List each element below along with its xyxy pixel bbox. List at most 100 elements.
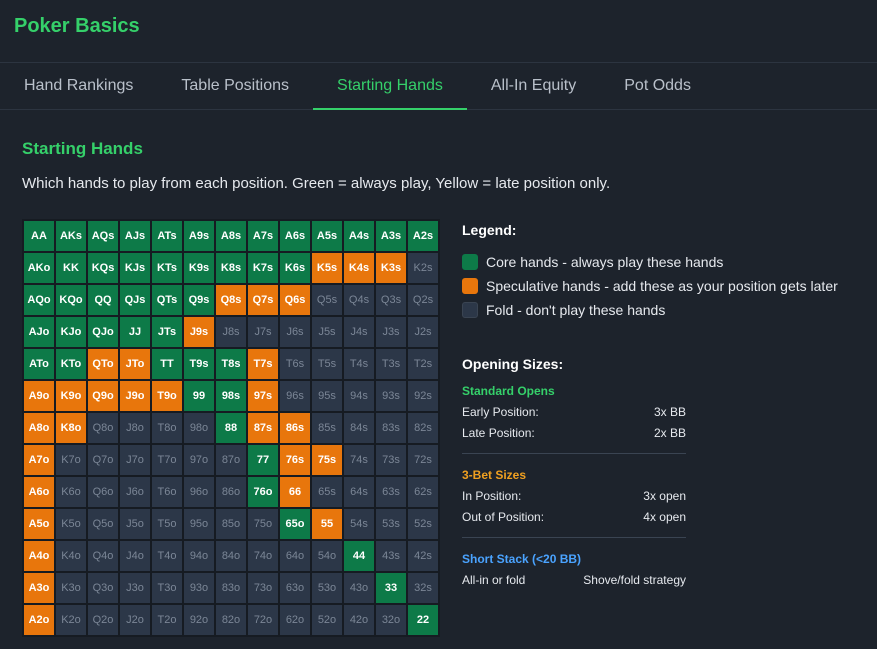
hand-cell-77[interactable]: 77 xyxy=(247,444,279,476)
hand-cell-k5o[interactable]: K5o xyxy=(55,508,87,540)
hand-cell-qjs[interactable]: QJs xyxy=(119,284,151,316)
hand-cell-83o[interactable]: 83o xyxy=(215,572,247,604)
hand-cell-j7o[interactable]: J7o xyxy=(119,444,151,476)
hand-cell-t4s[interactable]: T4s xyxy=(343,348,375,380)
hand-cell-kjo[interactable]: KJo xyxy=(55,316,87,348)
hand-cell-kto[interactable]: KTo xyxy=(55,348,87,380)
hand-cell-j2o[interactable]: J2o xyxy=(119,604,151,636)
hand-cell-a4s[interactable]: A4s xyxy=(343,220,375,252)
hand-cell-53s[interactable]: 53s xyxy=(375,508,407,540)
hand-cell-a7s[interactable]: A7s xyxy=(247,220,279,252)
hand-cell-k4o[interactable]: K4o xyxy=(55,540,87,572)
hand-cell-64s[interactable]: 64s xyxy=(343,476,375,508)
hand-cell-k9s[interactable]: K9s xyxy=(183,252,215,284)
hand-cell-k2o[interactable]: K2o xyxy=(55,604,87,636)
hand-cell-88[interactable]: 88 xyxy=(215,412,247,444)
hand-cell-a8o[interactable]: A8o xyxy=(23,412,55,444)
hand-cell-94s[interactable]: 94s xyxy=(343,380,375,412)
hand-cell-a3o[interactable]: A3o xyxy=(23,572,55,604)
hand-cell-96o[interactable]: 96o xyxy=(183,476,215,508)
hand-cell-q9o[interactable]: Q9o xyxy=(87,380,119,412)
hand-cell-73o[interactable]: 73o xyxy=(247,572,279,604)
hand-cell-kts[interactable]: KTs xyxy=(151,252,183,284)
hand-cell-87s[interactable]: 87s xyxy=(247,412,279,444)
hand-cell-84s[interactable]: 84s xyxy=(343,412,375,444)
hand-cell-64o[interactable]: 64o xyxy=(279,540,311,572)
hand-cell-jts[interactable]: JTs xyxy=(151,316,183,348)
hand-cell-a5o[interactable]: A5o xyxy=(23,508,55,540)
hand-cell-42s[interactable]: 42s xyxy=(407,540,439,572)
hand-cell-52s[interactable]: 52s xyxy=(407,508,439,540)
hand-cell-85s[interactable]: 85s xyxy=(311,412,343,444)
hand-cell-87o[interactable]: 87o xyxy=(215,444,247,476)
hand-cell-63s[interactable]: 63s xyxy=(375,476,407,508)
hand-cell-j9s[interactable]: J9s xyxy=(183,316,215,348)
hand-cell-86o[interactable]: 86o xyxy=(215,476,247,508)
hand-cell-j2s[interactable]: J2s xyxy=(407,316,439,348)
hand-cell-qto[interactable]: QTo xyxy=(87,348,119,380)
hand-cell-tt[interactable]: TT xyxy=(151,348,183,380)
hand-cell-j6o[interactable]: J6o xyxy=(119,476,151,508)
hand-cell-q8s[interactable]: Q8s xyxy=(215,284,247,316)
hand-cell-72s[interactable]: 72s xyxy=(407,444,439,476)
hand-cell-j8s[interactable]: J8s xyxy=(215,316,247,348)
hand-cell-q6o[interactable]: Q6o xyxy=(87,476,119,508)
hand-cell-qts[interactable]: QTs xyxy=(151,284,183,316)
hand-cell-q4s[interactable]: Q4s xyxy=(343,284,375,316)
hand-cell-97o[interactable]: 97o xyxy=(183,444,215,476)
hand-cell-q6s[interactable]: Q6s xyxy=(279,284,311,316)
hand-cell-95o[interactable]: 95o xyxy=(183,508,215,540)
hand-cell-aa[interactable]: AA xyxy=(23,220,55,252)
hand-cell-84o[interactable]: 84o xyxy=(215,540,247,572)
hand-cell-a7o[interactable]: A7o xyxy=(23,444,55,476)
hand-cell-42o[interactable]: 42o xyxy=(343,604,375,636)
hand-cell-75s[interactable]: 75s xyxy=(311,444,343,476)
hand-cell-ato[interactable]: ATo xyxy=(23,348,55,380)
hand-cell-65s[interactable]: 65s xyxy=(311,476,343,508)
hand-cell-a8s[interactable]: A8s xyxy=(215,220,247,252)
hand-cell-62s[interactable]: 62s xyxy=(407,476,439,508)
hand-cell-32o[interactable]: 32o xyxy=(375,604,407,636)
hand-cell-jj[interactable]: JJ xyxy=(119,316,151,348)
hand-cell-74o[interactable]: 74o xyxy=(247,540,279,572)
tab-starting-hands[interactable]: Starting Hands xyxy=(313,63,467,110)
hand-cell-ajo[interactable]: AJo xyxy=(23,316,55,348)
hand-cell-93s[interactable]: 93s xyxy=(375,380,407,412)
hand-cell-kjs[interactable]: KJs xyxy=(119,252,151,284)
hand-cell-a2s[interactable]: A2s xyxy=(407,220,439,252)
hand-cell-93o[interactable]: 93o xyxy=(183,572,215,604)
hand-cell-j5s[interactable]: J5s xyxy=(311,316,343,348)
hand-cell-98o[interactable]: 98o xyxy=(183,412,215,444)
hand-cell-j6s[interactable]: J6s xyxy=(279,316,311,348)
hand-cell-a5s[interactable]: A5s xyxy=(311,220,343,252)
hand-cell-j9o[interactable]: J9o xyxy=(119,380,151,412)
hand-cell-t3o[interactable]: T3o xyxy=(151,572,183,604)
hand-cell-t6o[interactable]: T6o xyxy=(151,476,183,508)
hand-cell-76o[interactable]: 76o xyxy=(247,476,279,508)
hand-cell-aqs[interactable]: AQs xyxy=(87,220,119,252)
hand-cell-95s[interactable]: 95s xyxy=(311,380,343,412)
hand-cell-k6o[interactable]: K6o xyxy=(55,476,87,508)
hand-cell-t5s[interactable]: T5s xyxy=(311,348,343,380)
hand-cell-kk[interactable]: KK xyxy=(55,252,87,284)
hand-cell-53o[interactable]: 53o xyxy=(311,572,343,604)
hand-cell-j7s[interactable]: J7s xyxy=(247,316,279,348)
hand-cell-66[interactable]: 66 xyxy=(279,476,311,508)
hand-cell-43s[interactable]: 43s xyxy=(375,540,407,572)
hand-cell-k3s[interactable]: K3s xyxy=(375,252,407,284)
hand-cell-t9o[interactable]: T9o xyxy=(151,380,183,412)
hand-cell-t5o[interactable]: T5o xyxy=(151,508,183,540)
hand-cell-54s[interactable]: 54s xyxy=(343,508,375,540)
hand-cell-jto[interactable]: JTo xyxy=(119,348,151,380)
hand-cell-k4s[interactable]: K4s xyxy=(343,252,375,284)
tab-table-positions[interactable]: Table Positions xyxy=(181,77,290,94)
hand-cell-q8o[interactable]: Q8o xyxy=(87,412,119,444)
hand-cell-j3s[interactable]: J3s xyxy=(375,316,407,348)
hand-cell-q5s[interactable]: Q5s xyxy=(311,284,343,316)
hand-cell-t7s[interactable]: T7s xyxy=(247,348,279,380)
tab-hand-rankings[interactable]: Hand Rankings xyxy=(24,77,134,94)
hand-cell-aks[interactable]: AKs xyxy=(55,220,87,252)
hand-cell-q4o[interactable]: Q4o xyxy=(87,540,119,572)
hand-cell-qjo[interactable]: QJo xyxy=(87,316,119,348)
hand-cell-t9s[interactable]: T9s xyxy=(183,348,215,380)
